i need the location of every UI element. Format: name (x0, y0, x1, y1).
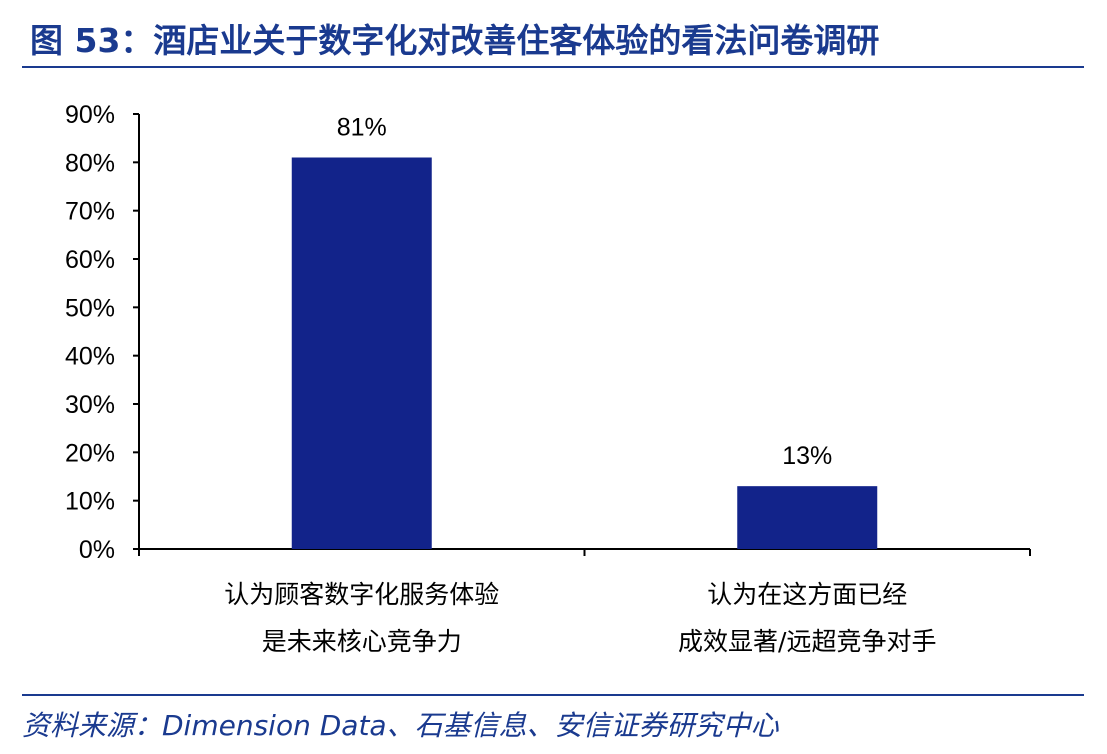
y-tick-label: 50% (65, 294, 115, 322)
y-tick-label: 80% (65, 149, 115, 177)
title-divider (22, 66, 1084, 68)
y-tick-label: 90% (65, 101, 115, 129)
bar (737, 486, 878, 549)
data-label: 81% (337, 114, 387, 142)
x-category-label: 认为顾客数字化服务体验 (224, 580, 499, 609)
y-tick-label: 10% (65, 488, 115, 516)
source-divider (22, 694, 1084, 696)
chart-title: 图 53：酒店业关于数字化对改善住客体验的看法问卷调研 (30, 21, 880, 60)
x-category-label: 成效显著/远超竞争对手 (678, 627, 936, 656)
y-tick-label: 70% (65, 198, 115, 226)
bar-chart: 0% 10% 20% 30% 40% 50% 60% 70% 80% 90% 81% 认为顾客数字化服… (65, 101, 1031, 656)
y-tick-label: 60% (65, 246, 115, 274)
source-note: 资料来源：Dimension Data、石基信息、安信证券研究中心 (22, 709, 779, 742)
bar (291, 157, 432, 549)
data-label: 13% (782, 442, 832, 470)
y-tick-label: 0% (79, 536, 115, 564)
y-tick-label: 40% (65, 343, 115, 371)
x-category-label: 是未来核心竞争力 (262, 627, 462, 656)
y-tick-label: 20% (65, 439, 115, 467)
x-category-label: 认为在这方面已经 (707, 580, 907, 609)
y-tick-label: 30% (65, 391, 115, 419)
